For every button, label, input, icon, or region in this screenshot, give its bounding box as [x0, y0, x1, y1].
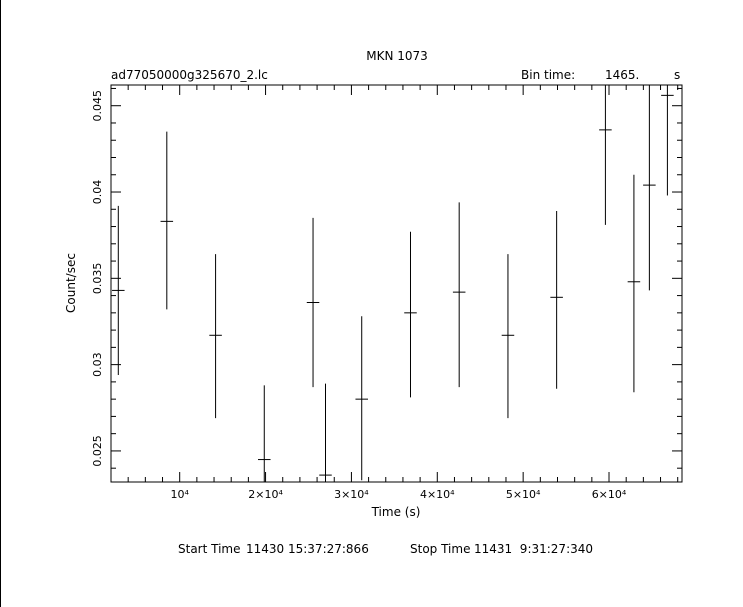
- x-tick-label: 4×10⁴: [420, 488, 455, 501]
- bin-time-unit: s: [674, 68, 680, 82]
- plot-frame: [110, 84, 683, 483]
- bin-time-label: Bin time:: [521, 68, 575, 82]
- x-axis-label: Time (s): [371, 505, 421, 519]
- x-tick-label: 6×10⁴: [592, 488, 627, 501]
- stop-time-label: Stop Time: [410, 542, 470, 556]
- start-time-value: 11430 15:37:27:866: [246, 542, 369, 556]
- file-label: ad77050000g325670_2.lc: [111, 68, 268, 82]
- y-tick-label: 0.025: [91, 435, 104, 467]
- y-tick-label: 0.03: [91, 352, 104, 377]
- window-left-border: [0, 0, 1, 607]
- y-tick-label: 0.045: [91, 90, 104, 122]
- y-axis-label: Count/sec: [64, 253, 78, 313]
- data-points: [112, 85, 674, 482]
- axis-ticks: 10⁴ 2×10⁴ 3×10⁴ 4×10⁴ 5×10⁴ 6×10⁴ 0.025 0.03 0.0…: [91, 85, 682, 501]
- y-tick-label: 0.04: [91, 180, 104, 205]
- stop-time-value: 11431 9:31:27:340: [474, 542, 593, 556]
- start-time-label: Start Time: [178, 542, 241, 556]
- y-tick-label: 0.035: [91, 263, 104, 295]
- x-tick-label: 10⁴: [170, 488, 189, 501]
- x-tick-label: 3×10⁴: [334, 488, 369, 501]
- x-tick-label: 2×10⁴: [248, 488, 283, 501]
- chart-title: MKN 1073: [366, 49, 428, 63]
- bin-time-value: 1465.: [605, 68, 639, 82]
- x-tick-label: 5×10⁴: [506, 488, 541, 501]
